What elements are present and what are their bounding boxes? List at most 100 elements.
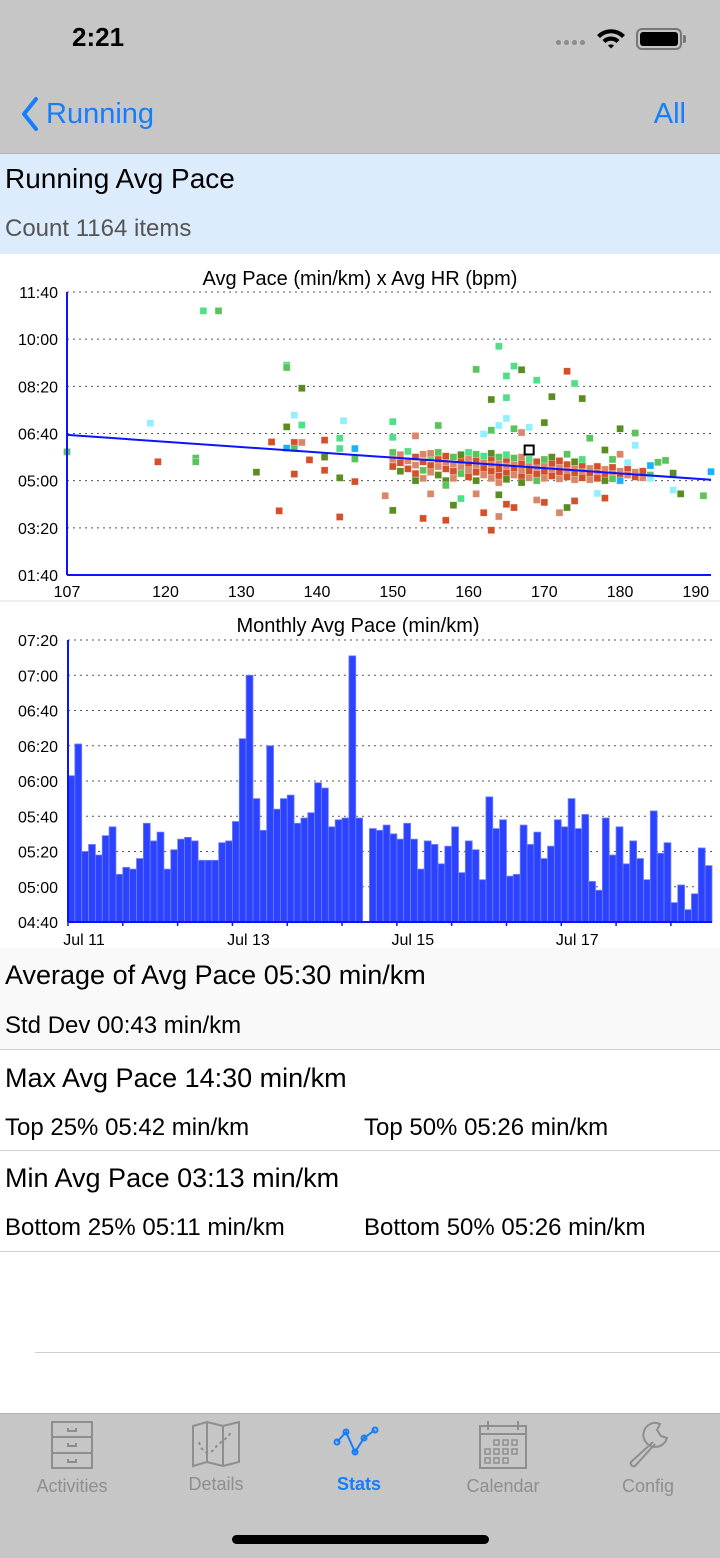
scatter-point bbox=[426, 461, 435, 470]
x-tick-label: Jul 15 bbox=[391, 932, 434, 948]
scatter-point bbox=[517, 366, 526, 374]
tab-activities[interactable]: Activities bbox=[0, 1420, 144, 1497]
scatter-point bbox=[593, 462, 602, 471]
scatter-point bbox=[457, 450, 465, 459]
bar bbox=[129, 868, 137, 923]
bar bbox=[697, 847, 706, 923]
scatter-point bbox=[495, 478, 503, 487]
bar bbox=[149, 840, 158, 923]
scatter-point bbox=[411, 461, 420, 469]
bar bbox=[677, 884, 685, 923]
bar bbox=[184, 836, 192, 923]
bar bbox=[115, 874, 124, 923]
scatter-point bbox=[570, 497, 579, 505]
bar bbox=[245, 674, 254, 923]
scatter-point bbox=[388, 506, 397, 515]
bar bbox=[348, 655, 357, 923]
scatter-point bbox=[510, 424, 518, 433]
bar bbox=[300, 817, 309, 923]
bar bbox=[540, 858, 548, 923]
status-time: 2:21 bbox=[72, 22, 125, 52]
bar bbox=[341, 817, 350, 923]
back-button[interactable]: Running bbox=[20, 96, 154, 132]
scatter-point bbox=[214, 307, 223, 315]
bar bbox=[204, 859, 213, 923]
scatter-point bbox=[411, 432, 420, 440]
scatter-point bbox=[555, 474, 564, 483]
bar bbox=[259, 829, 268, 923]
bar bbox=[355, 817, 363, 923]
bar bbox=[417, 868, 425, 923]
scatter-point bbox=[426, 490, 435, 498]
x-tick-label: Jul 17 bbox=[556, 932, 599, 948]
scatter-point bbox=[669, 469, 677, 477]
bar bbox=[170, 849, 179, 923]
scatter-chart[interactable]: Avg Pace (min/km) x Avg HR (bpm) 01:40 03… bbox=[0, 255, 720, 601]
scatter-point bbox=[502, 414, 511, 423]
summary-header bbox=[0, 154, 720, 254]
scatter-point bbox=[555, 457, 564, 465]
scatter-point bbox=[510, 454, 518, 462]
bar bbox=[526, 844, 535, 923]
tab-config[interactable]: Config bbox=[576, 1420, 720, 1497]
y-tick-label: 06:40 bbox=[18, 704, 58, 721]
wrench-icon bbox=[629, 1421, 669, 1468]
scatter-point bbox=[570, 458, 579, 466]
home-indicator[interactable] bbox=[232, 1535, 489, 1544]
scatter-point bbox=[320, 466, 329, 475]
scatter-point bbox=[411, 453, 420, 461]
bar bbox=[629, 840, 638, 923]
tab-details[interactable]: Details bbox=[144, 1420, 288, 1495]
scatter-point bbox=[449, 453, 458, 461]
scatter-point bbox=[290, 411, 299, 419]
scatter-point bbox=[631, 441, 640, 450]
tab-stats[interactable]: Stats bbox=[287, 1420, 431, 1495]
scatter-point bbox=[487, 426, 496, 434]
tab-label: Calendar bbox=[466, 1476, 540, 1496]
scatter-point bbox=[472, 476, 480, 485]
all-button[interactable]: All bbox=[653, 98, 686, 130]
bar bbox=[492, 828, 501, 923]
y-tick-label: 07:00 bbox=[18, 668, 58, 685]
bar bbox=[533, 831, 542, 923]
scatter-point bbox=[510, 362, 518, 370]
scatter-point bbox=[449, 467, 458, 476]
bar bbox=[369, 828, 377, 923]
top50-text: Top 50% 05:26 min/km bbox=[364, 1114, 609, 1141]
y-tick-label: 05:00 bbox=[18, 880, 58, 897]
x-tick-label: Jul 13 bbox=[227, 932, 270, 948]
x-tick-label: 140 bbox=[304, 584, 331, 601]
scatter-point bbox=[646, 461, 655, 470]
scatter-point bbox=[411, 476, 420, 485]
bar bbox=[444, 845, 453, 923]
bar bbox=[218, 842, 226, 923]
scatter-point bbox=[434, 471, 443, 479]
bar bbox=[423, 840, 432, 923]
bar bbox=[382, 824, 391, 923]
line-chart-icon bbox=[333, 1426, 379, 1456]
scatter-point bbox=[707, 467, 715, 476]
scatter-point bbox=[601, 476, 609, 485]
scatter-point bbox=[676, 490, 685, 498]
scatter-point bbox=[517, 453, 526, 461]
bar bbox=[327, 826, 336, 923]
std-dev-text: Std Dev 00:43 min/km bbox=[5, 1012, 242, 1039]
y-tick-label: 07:20 bbox=[18, 633, 58, 650]
scatter-point bbox=[525, 474, 533, 482]
scatter-point bbox=[502, 393, 511, 402]
bar bbox=[197, 859, 206, 923]
bar-chart[interactable]: Monthly Avg Pace (min/km) 04:40 05:00 05:2… bbox=[0, 602, 720, 948]
scatter-point bbox=[305, 456, 314, 464]
scatter-point bbox=[616, 476, 624, 485]
bar bbox=[238, 738, 247, 923]
scatter-point bbox=[570, 475, 579, 484]
filing-cabinet-icon bbox=[51, 1421, 93, 1469]
scatter-point bbox=[282, 444, 291, 452]
wifi-icon bbox=[596, 27, 626, 54]
scatter-point bbox=[464, 448, 473, 457]
scatter-point bbox=[495, 342, 503, 351]
scatter-title: Avg Pace (min/km) x Avg HR (bpm) bbox=[203, 268, 518, 290]
tab-calendar[interactable]: Calendar bbox=[431, 1420, 575, 1497]
top25-text: Top 25% 05:42 min/km bbox=[5, 1114, 250, 1141]
bar bbox=[464, 840, 473, 923]
